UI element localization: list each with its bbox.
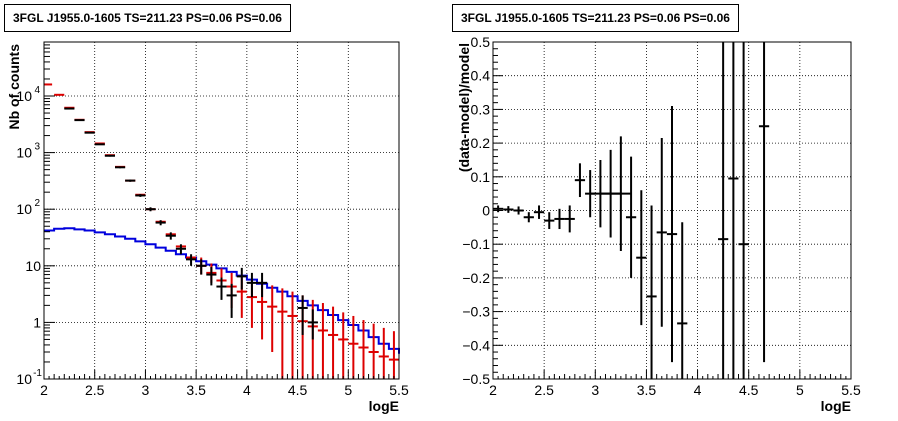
- y-tick-label: −0.5: [462, 371, 490, 387]
- y-tick-label: 1: [33, 314, 41, 330]
- y-tick-label: 0.3: [471, 101, 491, 117]
- y-tick-label: 10: [16, 88, 32, 104]
- x-axis-label: logE: [369, 398, 399, 414]
- x-tick-label: 3.5: [186, 382, 206, 398]
- left-chart-title: 3FGL J1955.0-1605 TS=211.23 PS=0.06 PS=0…: [4, 4, 291, 32]
- y-tick-exponent: 3: [34, 142, 40, 153]
- x-tick-label: 4.5: [739, 382, 759, 398]
- x-tick-label: 2.5: [85, 382, 105, 398]
- y-tick-label: −0.1: [462, 236, 490, 252]
- x-tick-label: 5: [344, 382, 352, 398]
- y-tick-exponent: 2: [34, 198, 40, 209]
- x-tick-label: 5: [796, 382, 804, 398]
- y-tick-label: 0: [482, 203, 490, 219]
- y-tick-exponent: -1: [33, 368, 42, 379]
- x-tick-label: 5.5: [389, 382, 409, 398]
- source-model-histogram: [44, 227, 400, 354]
- x-tick-label: 3.5: [637, 382, 657, 398]
- y-tick-label: −0.3: [462, 304, 490, 320]
- y-tick-label: 0.5: [471, 34, 491, 50]
- y-tick-label: 0.4: [471, 68, 491, 84]
- y-axis-label: (data-model)/model: [456, 43, 472, 172]
- x-tick-label: 4: [694, 382, 702, 398]
- x-tick-label: 4: [243, 382, 251, 398]
- y-tick-label: 0.1: [471, 169, 491, 185]
- x-tick-label: 3: [142, 382, 150, 398]
- y-tick-label: 0.2: [471, 135, 491, 151]
- y-tick-label: −0.4: [462, 337, 490, 353]
- y-tick-label: 10: [25, 258, 41, 274]
- x-tick-label: 2: [489, 382, 497, 398]
- x-tick-label: 3: [591, 382, 599, 398]
- y-tick-label: −0.2: [462, 270, 490, 286]
- y-tick-label: 10: [16, 201, 32, 217]
- y-tick-exponent: 4: [34, 85, 40, 96]
- left-plot-frame: [43, 41, 400, 380]
- x-tick-label: 4.5: [288, 382, 308, 398]
- y-tick-label: 10: [16, 145, 32, 161]
- y-tick-label: 10: [16, 371, 32, 387]
- y-axis-label: Nb of counts: [6, 44, 22, 130]
- x-tick-label: 2: [40, 382, 48, 398]
- x-tick-label: 2.5: [534, 382, 554, 398]
- x-tick-label: 5.5: [841, 382, 861, 398]
- right-chart-title: 3FGL J1955.0-1605 TS=211.23 PS=0.06 PS=0…: [452, 4, 739, 32]
- x-axis-label: logE: [821, 398, 851, 414]
